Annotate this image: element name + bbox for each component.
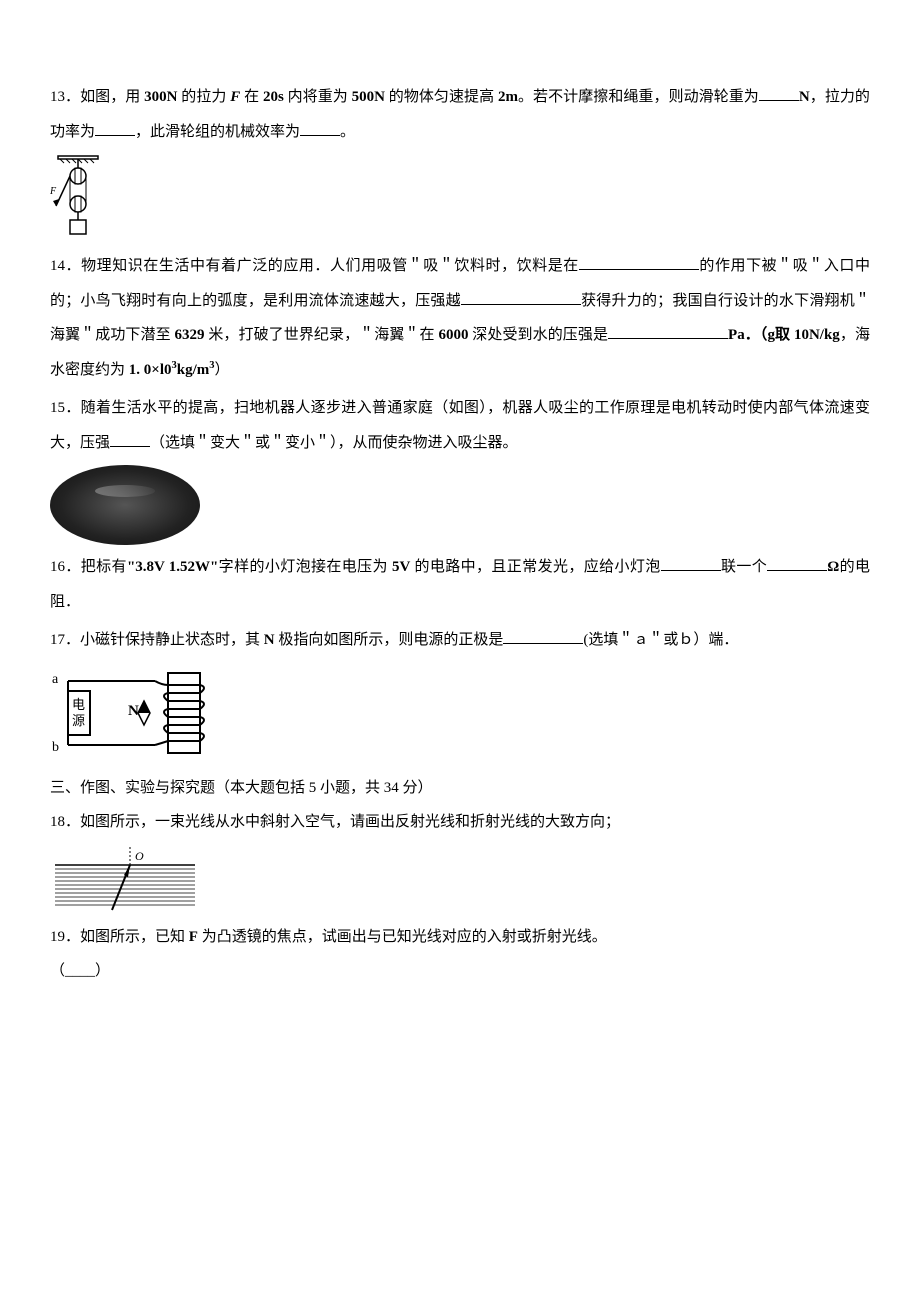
q17-label-b: b (52, 740, 59, 755)
question-13-text: 13．如图，用 300N 的拉力 F 在 20s 内将重为 500N 的物体匀速… (50, 80, 870, 149)
question-17: 17．小磁针保持静止状态时，其 N 极指向如图所示，则电源的正极是 (选填＂ａ＂或… (50, 623, 870, 763)
q14-t8: 10N/kg (790, 327, 840, 343)
question-14: 14．物理知识在生活中有着广泛的应用．人们用吸管＂吸＂饮料时，饮料是在的作用下被… (50, 249, 870, 387)
q14-t7: Pa．（g取 (728, 327, 790, 343)
question-18: 18．如图所示，一束光线从水中斜射入空气，请画出反射光线和折射光线的大致方向； … (50, 805, 870, 915)
q13-blank-1 (759, 86, 799, 101)
q13-diagram-label-f: F (50, 186, 57, 197)
question-18-text: 18．如图所示，一束光线从水中斜射入空气，请画出反射光线和折射光线的大致方向； (50, 805, 870, 840)
q13-t6: 内将重为 (284, 89, 352, 105)
q13-t1: 300N (144, 89, 177, 105)
question-17-text: 17．小磁针保持静止状态时，其 N 极指向如图所示，则电源的正极是 (选填＂ａ＂或… (50, 623, 870, 658)
q15-blank-1 (110, 432, 150, 447)
q16-t4: 的电路中，且正常发光，应给小灯泡 (410, 559, 660, 575)
q17-t3: (选填＂ａ＂或ｂ）端． (583, 632, 738, 648)
q13-t2: 的拉力 (177, 89, 230, 105)
q18-number: 18． (50, 814, 80, 830)
q14-blank-3 (608, 324, 728, 339)
q19-t0: 如图所示，已知 (80, 929, 189, 945)
section-3-text: 三、作图、实验与探究题（本大题包括 5 小题，共 34 分） (50, 780, 433, 796)
q16-t3: 5V (392, 559, 410, 575)
question-13: 13．如图，用 300N 的拉力 F 在 20s 内将重为 500N 的物体匀速… (50, 80, 870, 244)
q13-t3: F (230, 89, 240, 105)
q13-t0: 如图，用 (80, 89, 144, 105)
q16-blank-1 (661, 556, 721, 571)
q13-blank-3 (300, 121, 340, 136)
question-16-text: 16．把标有"3.8V 1.52W"字样的小灯泡接在电压为 5V 的电路中，且正… (50, 550, 870, 619)
q18-label-o: O (135, 849, 144, 863)
q17-number: 17． (50, 632, 80, 648)
q19-t2: 为凸透镜的焦点，试画出与已知光线对应的入射或折射光线。 (198, 929, 607, 945)
q14-t3: 6329 (175, 327, 205, 343)
q16-blank-2 (767, 556, 827, 571)
q15-t1: （选填＂变大＂或＂变小＂），从而使杂物进入吸尘器。 (150, 435, 518, 451)
q17-t2: 极指向如图所示，则电源的正极是 (275, 632, 504, 648)
q14-t14: ） (215, 362, 230, 378)
q16-t2: 字样的小灯泡接在电压为 (218, 559, 392, 575)
q13-t10: 。若不计摩擦和绳重，则动滑轮重为 (518, 89, 759, 105)
q19-paren: （____） (50, 954, 870, 989)
q14-blank-1 (579, 255, 699, 270)
q17-t1: N (264, 632, 275, 648)
q13-t13: ，此滑轮组的机械效率为 (135, 124, 300, 140)
q14-t5: 6000 (438, 327, 468, 343)
q19-number: 19． (50, 929, 80, 945)
q16-t1: "3.8V 1.52W" (127, 559, 218, 575)
q17-blank-1 (503, 629, 583, 644)
q14-t0: 物理知识在生活中有着广泛的应用．人们用吸管＂吸＂饮料时，饮料是在 (81, 258, 579, 274)
q13-t14: 。 (340, 124, 355, 140)
question-19-text: 19．如图所示，已知 F 为凸透镜的焦点，试画出与已知光线对应的入射或折射光线。 (50, 920, 870, 955)
q13-number: 13． (50, 89, 80, 105)
q14-t4: 米，打破了世界纪录，＂海翼＂在 (205, 327, 439, 343)
q17-label-a: a (52, 672, 59, 687)
q17-label-n: N (128, 703, 139, 719)
question-16: 16．把标有"3.8V 1.52W"字样的小灯泡接在电压为 5V 的电路中，且正… (50, 550, 870, 619)
q14-number: 14． (50, 258, 81, 274)
q16-t5: 联一个 (721, 559, 768, 575)
question-15-text: 15．随着生活水平的提高，扫地机器人逐步进入普通家庭（如图），机器人吸尘的工作原… (50, 391, 870, 460)
q15-number: 15． (50, 400, 81, 416)
q14-t6: 深处受到水的压强是 (468, 327, 608, 343)
q17-label-dy1: 电 (72, 697, 85, 712)
q13-t5: 20s (263, 89, 284, 105)
q13-t9: 2m (498, 89, 518, 105)
q18-water-diagram: O (50, 845, 200, 915)
q19-t1: F (189, 929, 198, 945)
q18-t0: 如图所示，一束光线从水中斜射入空气，请画出反射光线和折射光线的大致方向； (80, 814, 620, 830)
q17-t0: 小磁针保持静止状态时，其 (80, 632, 264, 648)
question-19: 19．如图所示，已知 F 为凸透镜的焦点，试画出与已知光线对应的入射或折射光线。… (50, 920, 870, 989)
q15-vacuum-image (50, 465, 870, 545)
q13-pulley-diagram: F (50, 154, 100, 244)
q13-t11: N (799, 89, 810, 105)
q13-t7: 500N (352, 89, 385, 105)
q13-t4: 在 (240, 89, 263, 105)
q14-t12: kg/m (177, 362, 210, 378)
q13-t8: 的物体匀速提高 (385, 89, 498, 105)
q17-circuit-diagram: a b 电 源 N (50, 663, 215, 763)
q16-t6: Ω (827, 559, 839, 575)
q16-t0: 把标有 (81, 559, 127, 575)
q14-blank-2 (461, 290, 581, 305)
question-15: 15．随着生活水平的提高，扫地机器人逐步进入普通家庭（如图），机器人吸尘的工作原… (50, 391, 870, 545)
q16-number: 16． (50, 559, 81, 575)
q13-blank-2 (95, 121, 135, 136)
section-3-header: 三、作图、实验与探究题（本大题包括 5 小题，共 34 分） (50, 771, 870, 806)
q14-t10: 1. 0×l0 (129, 362, 172, 378)
q17-label-dy2: 源 (72, 713, 85, 728)
question-14-text: 14．物理知识在生活中有着广泛的应用．人们用吸管＂吸＂饮料时，饮料是在的作用下被… (50, 249, 870, 387)
